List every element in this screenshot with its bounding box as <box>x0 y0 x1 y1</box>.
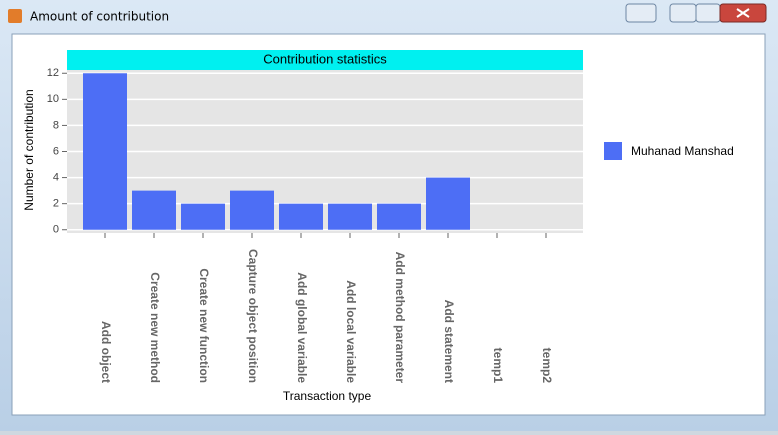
bar <box>279 203 323 230</box>
x-tick-label: Add method parameter <box>393 252 407 384</box>
x-tick-label: temp1 <box>491 348 505 384</box>
x-axis-label: Transaction type <box>283 389 372 403</box>
y-tick-label: 6 <box>53 145 59 157</box>
bar <box>181 203 225 230</box>
y-tick-label: 4 <box>53 171 59 183</box>
legend-swatch <box>604 142 622 160</box>
bar <box>377 203 421 230</box>
app-icon <box>8 9 22 23</box>
x-tick-label: Add object <box>99 321 113 383</box>
minimize-button[interactable] <box>669 3 697 23</box>
x-tick-label: Create new method <box>148 272 162 383</box>
x-tick-label: Add local variable <box>344 280 358 383</box>
window-title: Amount of contribution <box>30 10 169 24</box>
y-tick-label: 8 <box>53 119 59 131</box>
close-icon <box>736 8 750 18</box>
bar <box>83 73 127 230</box>
bar <box>230 190 274 230</box>
y-tick-label: 2 <box>53 198 59 210</box>
x-tick-label: Capture object position <box>246 249 260 383</box>
y-axis-label: Number of contribution <box>22 89 36 210</box>
maximize-button[interactable] <box>695 3 721 23</box>
chart: Contribution statistics Number of contri… <box>22 50 734 403</box>
bar <box>426 177 470 230</box>
y-tick-label: 10 <box>47 93 59 105</box>
chart-title: Contribution statistics <box>263 51 387 66</box>
restore-button[interactable] <box>625 3 657 23</box>
x-tick-label: Create new function <box>197 268 211 383</box>
y-tick-label: 0 <box>53 224 59 236</box>
title-band <box>67 50 583 70</box>
x-tick-label: Add global variable <box>295 272 309 383</box>
bar <box>328 203 372 230</box>
legend-label: Muhanad Manshad <box>631 144 734 158</box>
x-tick-label: Add statement <box>442 300 456 383</box>
x-tick-label: temp2 <box>540 348 554 384</box>
y-tick-label: 12 <box>47 67 59 79</box>
bar <box>132 190 176 230</box>
